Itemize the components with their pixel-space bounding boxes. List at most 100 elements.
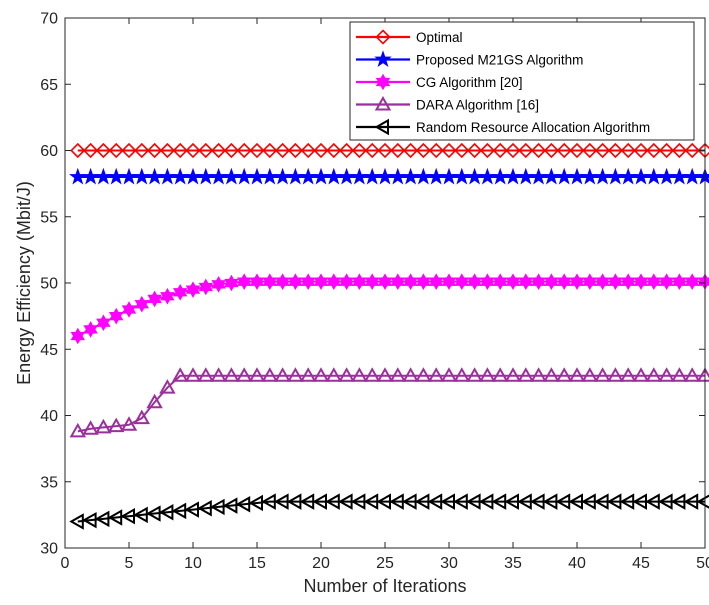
data-point <box>468 274 481 289</box>
data-point <box>174 285 187 300</box>
y-tick-label: 60 <box>40 143 58 160</box>
data-point <box>391 274 404 289</box>
data-point <box>622 274 635 289</box>
data-point <box>608 169 623 183</box>
data-point <box>507 274 520 289</box>
data-point <box>430 274 443 289</box>
data-point <box>545 274 558 289</box>
data-point <box>71 329 84 344</box>
data-point <box>237 169 252 183</box>
data-point <box>249 169 264 183</box>
data-point <box>161 289 174 304</box>
data-point <box>224 169 239 183</box>
data-point <box>493 169 508 183</box>
data-point <box>96 169 111 183</box>
data-point <box>185 169 200 183</box>
data-point <box>621 169 636 183</box>
data-point <box>633 169 648 183</box>
data-point <box>187 282 200 297</box>
data-point <box>135 297 148 312</box>
data-point <box>686 274 699 289</box>
y-tick-label: 70 <box>40 11 58 28</box>
data-point <box>505 169 520 183</box>
data-point <box>416 169 431 183</box>
data-point <box>377 169 392 183</box>
data-point <box>672 169 687 183</box>
data-point <box>596 274 609 289</box>
data-point <box>353 274 366 289</box>
data-point <box>301 169 316 183</box>
x-tick-label: 0 <box>61 555 70 572</box>
data-point <box>531 169 546 183</box>
y-tick-label: 30 <box>40 541 58 558</box>
data-point <box>583 274 596 289</box>
y-axis-title: Energy Efficiency (Mbit/J) <box>14 181 34 385</box>
data-point <box>480 169 495 183</box>
data-point <box>262 169 277 183</box>
data-point <box>697 169 709 183</box>
y-tick-label: 50 <box>40 276 58 293</box>
data-point <box>569 169 584 183</box>
data-point <box>467 169 482 183</box>
data-point <box>403 169 418 183</box>
data-point <box>558 274 571 289</box>
x-tick-label: 15 <box>248 555 266 572</box>
series-optimal <box>71 144 709 157</box>
series-line-dara-algorithm-16 <box>78 376 705 432</box>
x-tick-label: 50 <box>696 555 709 572</box>
y-tick-label: 35 <box>40 474 58 491</box>
data-point <box>494 274 507 289</box>
data-point <box>443 274 456 289</box>
data-point <box>609 274 622 289</box>
legend-label: DARA Algorithm [16] <box>416 98 539 113</box>
y-tick-label: 45 <box>40 342 58 359</box>
x-tick-label: 25 <box>376 555 394 572</box>
data-point <box>212 277 225 292</box>
legend-label: CG Algorithm [20] <box>416 75 523 90</box>
data-point <box>582 169 597 183</box>
data-point <box>289 274 302 289</box>
series-line-cg-algorithm-20 <box>78 282 705 336</box>
x-tick-label: 10 <box>184 555 202 572</box>
data-point <box>532 274 545 289</box>
x-tick-label: 5 <box>125 555 134 572</box>
data-point <box>635 274 648 289</box>
data-point <box>121 169 136 183</box>
series-cg-algorithm-20 <box>71 274 709 343</box>
data-point <box>160 169 175 183</box>
data-point <box>518 169 533 183</box>
data-point <box>660 274 673 289</box>
x-tick-label: 40 <box>568 555 586 572</box>
y-tick-label: 55 <box>40 209 58 226</box>
x-tick-label: 35 <box>504 555 522 572</box>
series-random-resource-allocation-algorithm <box>71 495 709 528</box>
data-point <box>390 169 405 183</box>
data-point <box>123 302 136 317</box>
data-point <box>365 169 380 183</box>
series-proposed-m21gs-algorithm <box>70 169 709 183</box>
data-point <box>557 169 572 183</box>
data-point <box>148 291 161 306</box>
data-point <box>84 322 97 337</box>
data-point <box>110 309 123 324</box>
data-point <box>441 169 456 183</box>
data-point <box>198 169 213 183</box>
data-point <box>302 274 315 289</box>
x-tick-label: 20 <box>312 555 330 572</box>
data-point <box>647 274 660 289</box>
data-point <box>263 274 276 289</box>
x-tick-label: 45 <box>632 555 650 572</box>
data-point <box>404 274 417 289</box>
data-point <box>83 169 98 183</box>
data-point <box>275 169 290 183</box>
data-point <box>276 274 289 289</box>
y-tick-label: 65 <box>40 77 58 94</box>
data-point <box>366 274 379 289</box>
data-point <box>288 169 303 183</box>
data-point <box>225 276 238 291</box>
data-point <box>429 169 444 183</box>
series-dara-algorithm-16 <box>71 369 709 436</box>
